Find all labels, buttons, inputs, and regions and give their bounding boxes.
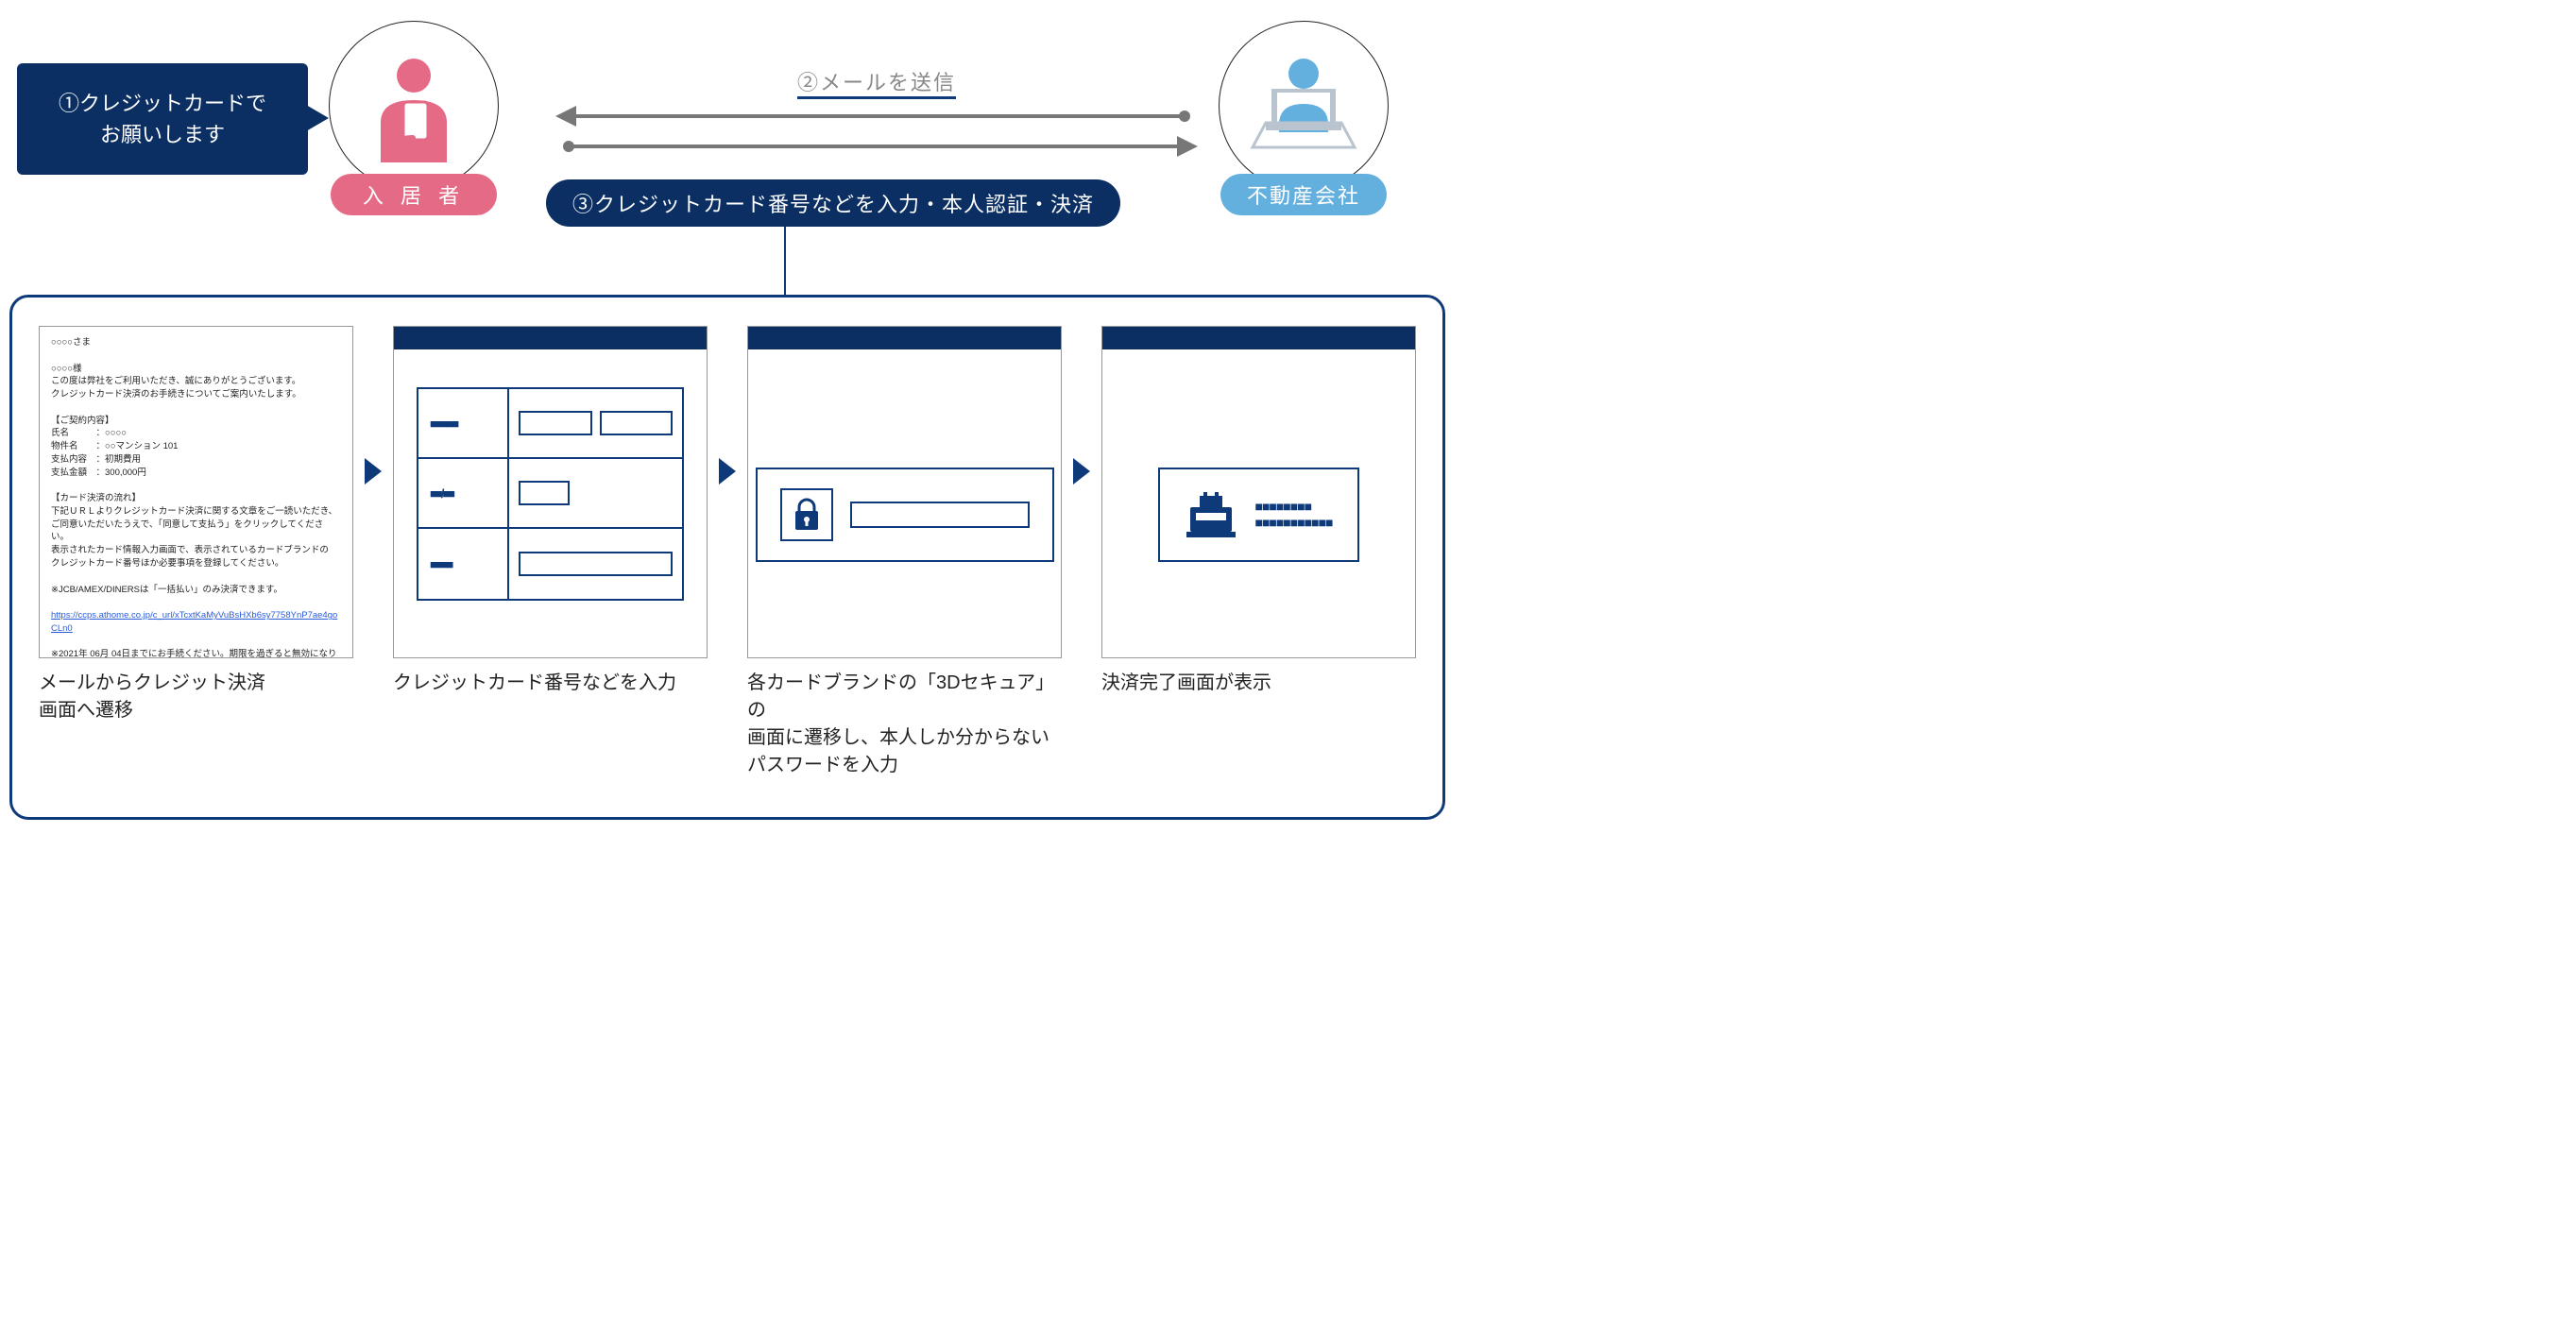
- cc-form: ■■■■■ ■■/■■ ■■■■: [417, 387, 684, 601]
- agency-icon: [1219, 21, 1389, 191]
- caption: メールからクレジット決済画面へ遷移: [39, 670, 353, 724]
- step3-pill: ③クレジットカード番号などを入力・本人認証・決済: [546, 179, 1120, 227]
- step-arrow-icon: [361, 326, 385, 485]
- bubble-line: ①クレジットカードで: [59, 88, 266, 119]
- actor-agency: 不動産会社: [1219, 21, 1389, 191]
- cc-cvv-field[interactable]: [519, 552, 673, 576]
- arrow-left-icon: [555, 106, 1198, 127]
- caption: クレジットカード番号などを入力: [393, 670, 708, 697]
- caption: 各カードブランドの「3Dセキュア」の画面に遷移し、本人しか分からないパスワードを…: [747, 670, 1062, 779]
- cc-exp-field[interactable]: [519, 481, 570, 505]
- step-email: ○○○○さま ○○○○様 この度は弊社をご利用いただき、誠にありがとうございます…: [39, 326, 353, 724]
- form-label: ■■■■: [418, 529, 509, 599]
- done-card: ■■■■■■■■■■■■■■■■■■■: [1101, 326, 1416, 658]
- resident-label: 入 居 者: [331, 174, 497, 215]
- top-row: ①クレジットカードで お願いします 入 居 者 ②メールを送信: [9, 11, 1445, 276]
- email-card: ○○○○さま ○○○○様 この度は弊社をご利用いただき、誠にありがとうございます…: [39, 326, 353, 658]
- agency-label: 不動産会社: [1220, 174, 1387, 215]
- arrow-caption: ②メールを送信: [555, 66, 1198, 96]
- email-link[interactable]: https://ccps.athome.co.jp/c_url/xTcxtKaM…: [51, 610, 337, 634]
- step-3ds: 各カードブランドの「3Dセキュア」の画面に遷移し、本人しか分からないパスワードを…: [747, 326, 1062, 779]
- 3ds-card: [747, 326, 1062, 658]
- step-arrow-icon: [715, 326, 740, 485]
- resident-icon: [329, 21, 499, 191]
- connector-line: [784, 227, 786, 295]
- speech-bubble: ①クレジットカードで お願いします: [17, 63, 308, 175]
- form-label: ■■/■■: [418, 459, 509, 527]
- lock-icon: [780, 488, 833, 541]
- done-text: ■■■■■■■■■■■■■■■■■■■: [1254, 499, 1332, 531]
- form-label: ■■■■■: [418, 389, 509, 457]
- flow-box: ○○○○さま ○○○○様 この度は弊社をご利用いただき、誠にありがとうございます…: [9, 295, 1445, 820]
- arrow-right-icon: [555, 136, 1198, 157]
- step-arrow-icon: [1069, 326, 1094, 485]
- arrow-block: ②メールを送信: [555, 66, 1198, 166]
- form-card: ■■■■■ ■■/■■ ■■■■: [393, 326, 708, 658]
- 3ds-password-field[interactable]: [850, 502, 1030, 528]
- caption: 決済完了画面が表示: [1101, 670, 1416, 697]
- step-form: ■■■■■ ■■/■■ ■■■■ クレジットカード番号などを入力: [393, 326, 708, 697]
- cc-number-field[interactable]: [519, 411, 592, 435]
- register-icon: [1185, 490, 1237, 539]
- actor-resident: 入 居 者: [329, 21, 499, 191]
- bubble-line: お願いします: [59, 119, 266, 150]
- step-done: ■■■■■■■■■■■■■■■■■■■ 決済完了画面が表示: [1101, 326, 1416, 697]
- email-body: ○○○○さま ○○○○様 この度は弊社をご利用いただき、誠にありがとうございます…: [40, 327, 352, 657]
- cc-number-field[interactable]: [600, 411, 674, 435]
